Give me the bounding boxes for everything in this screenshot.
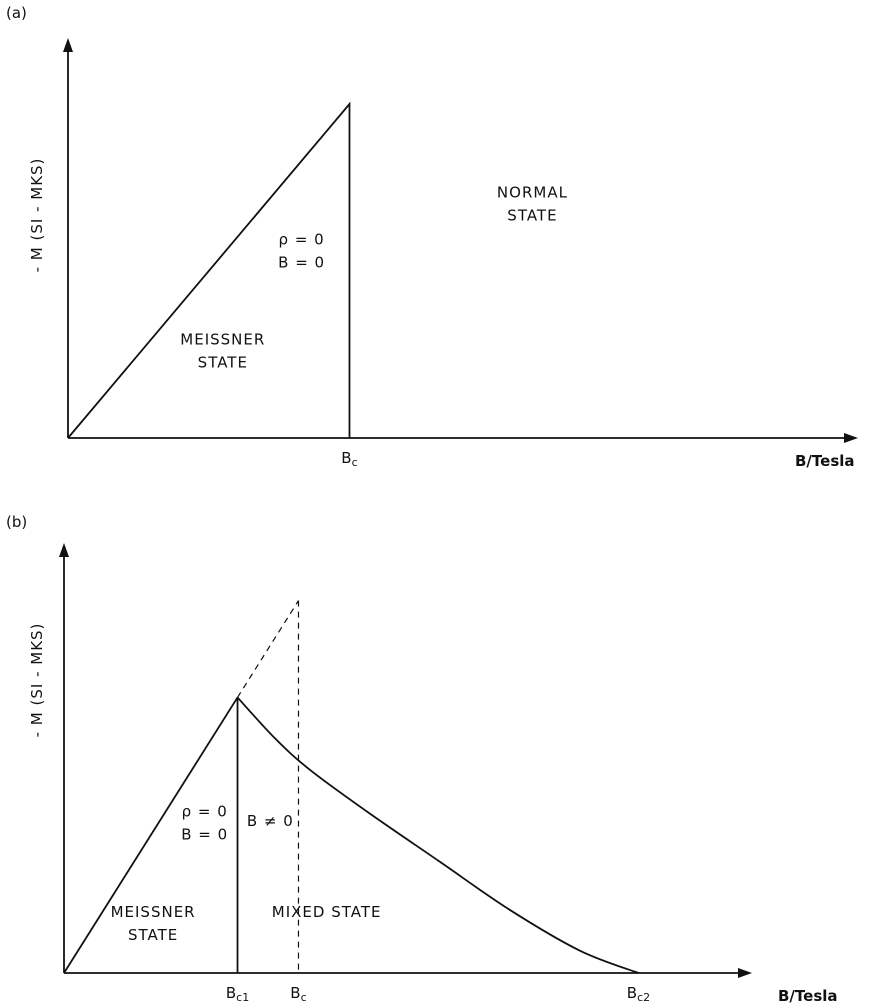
panel-b-x-ticks: Bc1 Bc Bc2 [226, 984, 650, 1004]
panel-a-region-label-2-1: STATE [507, 207, 557, 225]
panel-a-label: (a) [6, 4, 27, 22]
panel-a: (a) - M (SI - MKS) Bc ρ = 0 B = 0 MEISSNER… [6, 4, 858, 470]
panel-b-region-labels: ρ = 0 B = 0 B ≠ 0 MEISSNER STATE MIXED STATE [111, 803, 382, 945]
panel-a-region-label-0-0: ρ = 0 [279, 230, 325, 248]
panel-a-x-ticks: Bc [341, 449, 357, 469]
panel-a-region-label-1-0: MEISSNER [180, 330, 265, 348]
panel-b-x-tick-label-1: Bc [290, 984, 306, 1004]
panel-a-region-label-1-1: STATE [198, 353, 248, 371]
panel-b-series-line-2 [236, 696, 639, 974]
panel-a-region-labels: ρ = 0 B = 0 MEISSNER STATE NORMAL STATE [180, 184, 568, 372]
panel-b-region-label-1-0: B ≠ 0 [247, 812, 294, 830]
panel-b-x-axis-label: B/Tesla [778, 987, 838, 1005]
panel-b-x-tick-label-0: Bc1 [226, 984, 249, 1004]
panel-a-axes [63, 38, 858, 443]
panel-a-series-line-0 [67, 101, 351, 439]
panel-b-y-axis-label: - M (SI - MKS) [28, 623, 46, 738]
panel-b: (b) - M (SI - MKS) Bc1 Bc Bc2 ρ = 0 B = 0 B … [6, 513, 838, 1005]
panel-b-x-axis-arrow [738, 968, 752, 978]
panel-b-label: (b) [6, 513, 27, 531]
panel-a-y-axis-label: - M (SI - MKS) [28, 158, 46, 273]
panel-a-region-label-0-1: B = 0 [278, 253, 325, 271]
panel-b-series [63, 600, 639, 974]
panel-a-x-axis-arrow [844, 433, 858, 443]
panel-b-axes [59, 543, 752, 978]
panel-b-region-label-2-1: STATE [128, 926, 178, 944]
panel-b-region-label-3-0: MIXED STATE [272, 903, 382, 921]
panel-a-y-axis-arrow [63, 38, 73, 52]
panel-b-region-label-0-1: B = 0 [181, 826, 228, 844]
panel-b-x-tick-label-2: Bc2 [627, 984, 650, 1004]
panel-a-region-label-2-0: NORMAL [497, 184, 568, 202]
panel-b-series-line-0 [63, 696, 239, 974]
panel-b-series-line-3 [237, 600, 299, 698]
panel-b-region-label-0-0: ρ = 0 [182, 803, 228, 821]
panel-a-series [67, 101, 351, 439]
panel-b-region-label-2-0: MEISSNER [111, 903, 196, 921]
panel-a-x-axis-label: B/Tesla [795, 452, 855, 470]
panel-b-y-axis-arrow [59, 543, 69, 557]
panel-a-x-tick-label-0: Bc [341, 449, 357, 469]
